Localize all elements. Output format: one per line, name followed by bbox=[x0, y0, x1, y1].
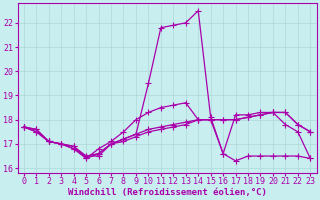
X-axis label: Windchill (Refroidissement éolien,°C): Windchill (Refroidissement éolien,°C) bbox=[68, 188, 267, 197]
